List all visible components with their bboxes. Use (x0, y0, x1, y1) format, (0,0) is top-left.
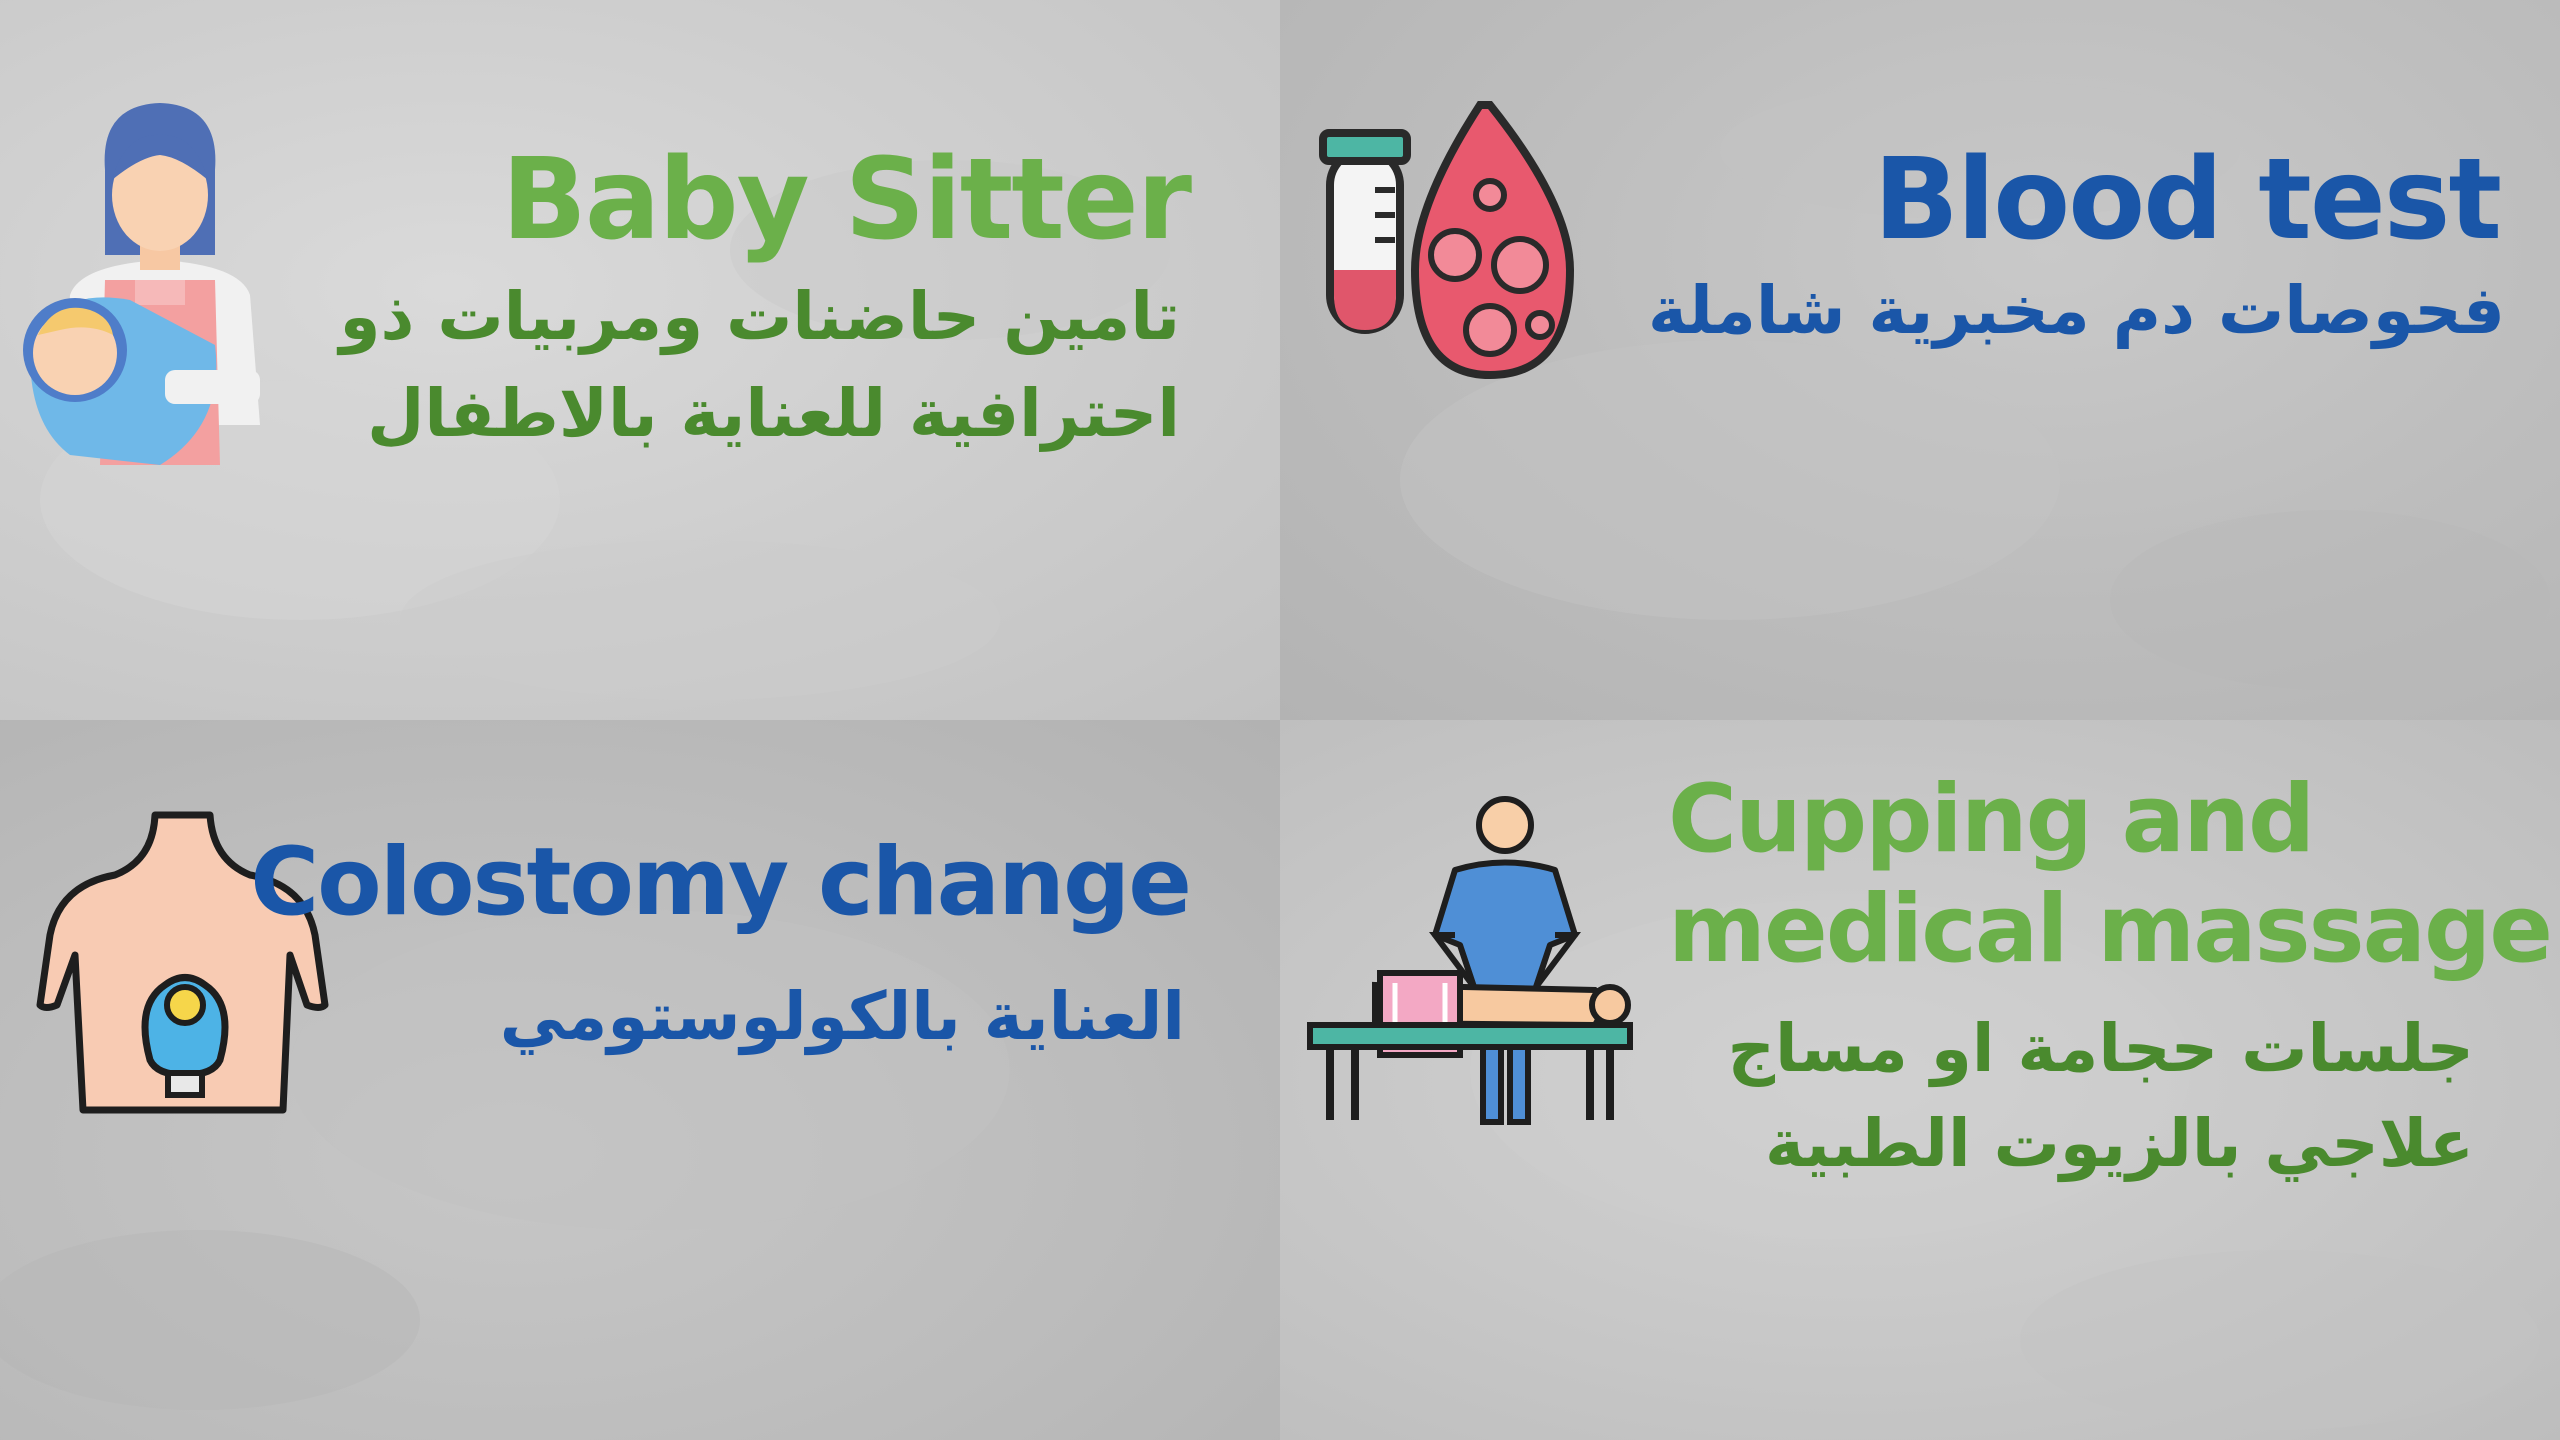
card-description-line: علاجي بالزيوت الطبية (1765, 1105, 2474, 1182)
baby-sitter-icon (23, 103, 260, 465)
concrete-texture (1470, 900, 2540, 1430)
card-description-line: العناية بالكولوستومي (499, 978, 1185, 1055)
card-baby-sitter: Baby Sitter تامين حاضنات ومربيات ذو احتر… (0, 0, 1280, 720)
card-title: Colostomy change (250, 828, 1192, 937)
card-blood-test: Blood test فحوصات دم مخبرية شاملة (1280, 0, 2560, 720)
card-title: Blood test (1873, 135, 2502, 265)
blood-test-icon (1319, 101, 1575, 380)
card-description-line: احترافية للعناية بالاطفال (367, 375, 1180, 452)
card-title-line: medical massage (1668, 875, 2553, 984)
concrete-texture (1400, 80, 2550, 690)
colostomy-icon (36, 811, 329, 1114)
massage-icon (1307, 796, 1633, 1125)
card-description-line: تامين حاضنات ومربيات ذو (339, 278, 1180, 355)
card-colostomy: Colostomy change العناية بالكولوستومي (0, 720, 1280, 1440)
card-description-line: فحوصات دم مخبرية شاملة (1648, 272, 2505, 349)
card-title: Baby Sitter (501, 135, 1192, 265)
card-title-line: Cupping and (1668, 765, 2315, 874)
concrete-texture (0, 910, 1010, 1410)
card-cupping-massage: Cupping and medical massage جلسات حجامة … (1280, 720, 2560, 1440)
card-description-line: جلسات حجامة او مساج (1727, 1010, 2474, 1087)
